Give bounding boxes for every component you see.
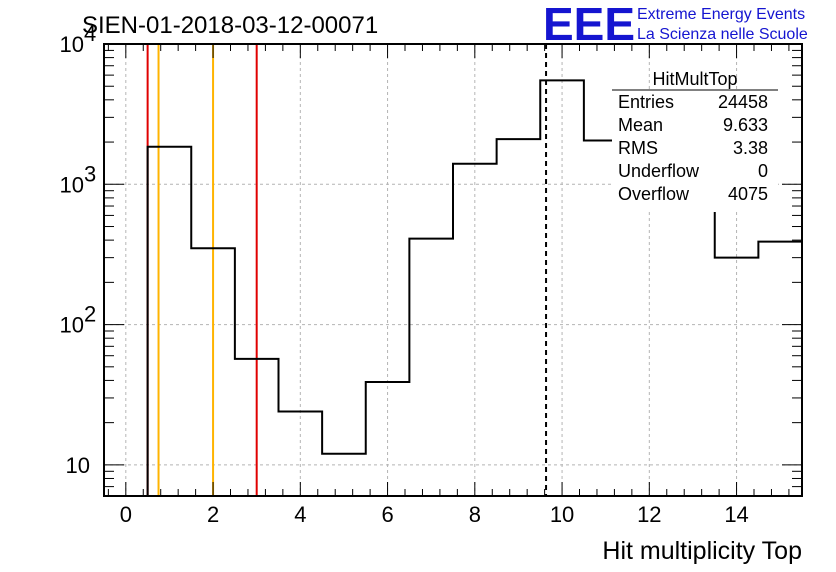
chart-title: SIEN-01-2018-03-12-00071 <box>82 12 378 39</box>
x-tick-label: 10 <box>550 502 574 527</box>
eee-logo-mark: EEE <box>543 0 635 50</box>
x-axis-label: Hit multiplicity Top <box>602 537 802 565</box>
histogram-bin <box>715 258 759 496</box>
y-tick-label: 10 <box>60 172 84 197</box>
eee-logo: EEE Extreme Energy Events La Scienza nel… <box>543 0 808 50</box>
histogram-bin <box>497 139 541 496</box>
stats-row-label: Overflow <box>618 184 690 204</box>
y-tick-exponent: 3 <box>84 161 96 186</box>
stats-row-value: 4075 <box>728 184 768 204</box>
y-tick-label: 10 <box>66 453 90 478</box>
x-tick-label: 2 <box>207 502 219 527</box>
x-tick-label: 4 <box>294 502 306 527</box>
stats-box-name: HitMultTop <box>652 69 737 89</box>
stats-box: HitMultTop Entries 24458 Mean 9.633 RMS 3.38 Un… <box>612 69 778 212</box>
stats-row-value: 3.38 <box>733 138 768 158</box>
histogram-bin <box>409 239 453 496</box>
histogram-bin <box>453 164 497 496</box>
stats-box-bg <box>612 90 778 212</box>
stats-row-label: RMS <box>618 138 658 158</box>
histogram-bin <box>235 359 279 496</box>
y-tick-label: 10 <box>60 32 84 57</box>
histogram-bin <box>366 382 410 496</box>
stats-row-label: Underflow <box>618 161 700 181</box>
x-tick-label: 6 <box>381 502 393 527</box>
stats-row-value: 9.633 <box>723 115 768 135</box>
y-tick-exponent: 2 <box>84 302 96 327</box>
stats-row-value: 24458 <box>718 92 768 112</box>
histogram-bin <box>148 147 192 496</box>
logo-line-2: La Scienza nelle Scuole <box>637 26 808 43</box>
x-tick-label: 14 <box>724 502 748 527</box>
histogram-bin <box>758 242 802 496</box>
x-tick-label: 0 <box>120 502 132 527</box>
logo-line-1: Extreme Energy Events <box>637 6 805 23</box>
x-tick-label: 8 <box>469 502 481 527</box>
y-tick-label: 10 <box>60 313 84 338</box>
stats-row-label: Entries <box>618 92 674 112</box>
histogram-bin <box>322 454 366 496</box>
plot-frame <box>103 43 803 497</box>
histogram-bin <box>540 80 584 496</box>
stats-row-label: Mean <box>618 115 663 135</box>
y-tick-exponent: 4 <box>84 21 96 46</box>
stats-row-value: 0 <box>758 161 768 181</box>
histogram-bin <box>191 248 235 496</box>
x-tick-label: 12 <box>637 502 661 527</box>
